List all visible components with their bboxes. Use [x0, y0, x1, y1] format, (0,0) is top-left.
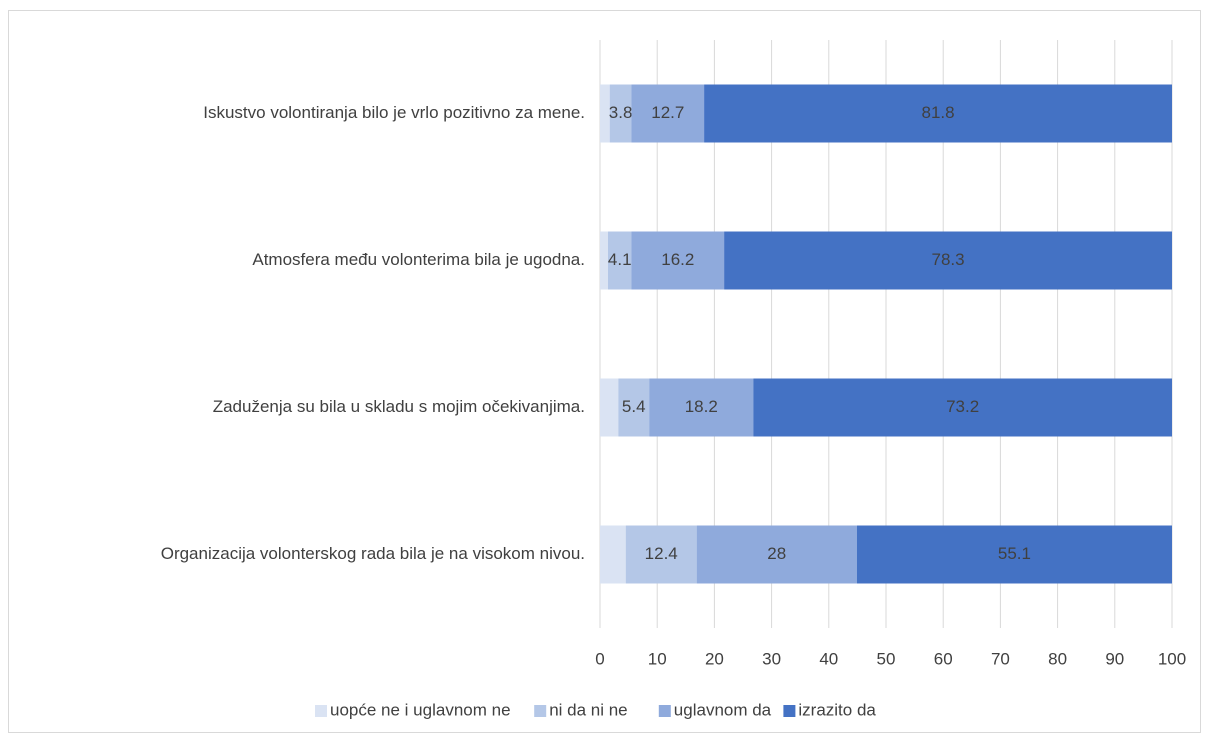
bar-segment: [753, 378, 1172, 437]
data-label: 73.2: [946, 397, 979, 416]
legend-swatch: [315, 705, 327, 717]
y-tick-label: Zaduženja su bila u skladu s mojim očeki…: [213, 397, 585, 416]
x-tick-label: 70: [991, 649, 1010, 668]
x-tick-label: 50: [877, 649, 896, 668]
bar-segment: [704, 84, 1172, 143]
data-label: 28: [767, 544, 786, 563]
y-tick-label: Iskustvo volontiranja bilo je vrlo pozit…: [203, 103, 585, 122]
legend-label: uopće ne i uglavnom ne: [330, 700, 511, 719]
data-label: 18.2: [685, 397, 718, 416]
legend-swatch: [783, 705, 796, 717]
y-tick-label: Atmosfera među volonterima bila je ugodn…: [252, 250, 585, 269]
data-label: 81.8: [922, 103, 955, 122]
bar-segment: [600, 84, 610, 143]
bar-segment: [696, 525, 857, 584]
x-tick-label: 40: [819, 649, 838, 668]
legend-label: izrazito da: [798, 700, 876, 719]
x-tick-label: 30: [762, 649, 781, 668]
legend-swatch: [658, 705, 671, 717]
data-label: 3.8: [609, 103, 633, 122]
bar-segment: [609, 84, 632, 143]
legend-label: uglavnom da: [674, 700, 772, 719]
bar-segment: [608, 231, 632, 290]
x-tick-label: 60: [934, 649, 953, 668]
bar-segment: [649, 378, 754, 437]
y-tick-label: Organizacija volonterskog rada bila je n…: [161, 544, 585, 563]
data-label: 4.1: [608, 250, 632, 269]
x-tick-label: 100: [1158, 649, 1186, 668]
data-label: 12.4: [645, 544, 678, 563]
legend-label: ni da ni ne: [549, 700, 627, 719]
data-label: 55.1: [998, 544, 1031, 563]
x-tick-label: 80: [1048, 649, 1067, 668]
x-tick-label: 90: [1105, 649, 1124, 668]
bar-segment: [631, 231, 725, 290]
bar-segment: [631, 84, 705, 143]
bar-segment: [600, 378, 619, 437]
data-label: 16.2: [661, 250, 694, 269]
bar-segment: [856, 525, 1172, 584]
data-label: 12.7: [651, 103, 684, 122]
data-label: 78.3: [932, 250, 965, 269]
data-label: 5.4: [622, 397, 646, 416]
bar-segment: [724, 231, 1172, 290]
x-tick-label: 20: [705, 649, 724, 668]
bar-segment: [625, 525, 697, 584]
bar-segment: [600, 231, 609, 290]
x-tick-label: 10: [648, 649, 667, 668]
bar-segment: [600, 525, 626, 584]
bar-segment: [618, 378, 650, 437]
legend-swatch: [534, 705, 547, 717]
x-tick-label: 0: [595, 649, 604, 668]
